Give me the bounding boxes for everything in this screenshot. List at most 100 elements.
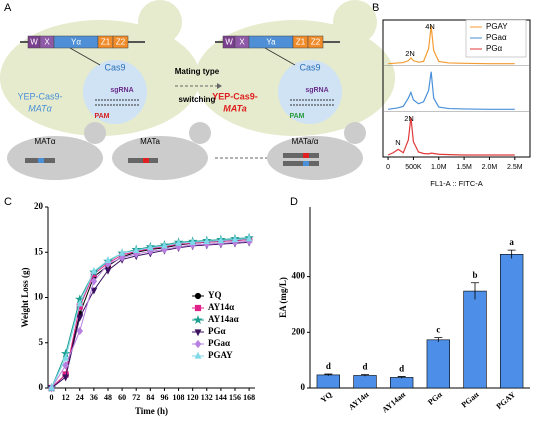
- marker: [194, 339, 202, 349]
- gene-label: Yα: [71, 38, 81, 47]
- diagram: Cas9 sgRNA PAM YEP-Cas9- MATα Cas9 sgRNA…: [0, 0, 395, 180]
- bar: [426, 339, 451, 389]
- bud: [84, 122, 106, 144]
- marker: [146, 243, 154, 251]
- arrow-label: Mating type: [175, 67, 220, 76]
- cas9-label: Cas9: [104, 62, 125, 72]
- sgrna-label: sgRNA: [110, 87, 133, 94]
- marker: [161, 241, 168, 249]
- series-line: [388, 25, 515, 65]
- marker: [203, 237, 211, 244]
- connector: [69, 47, 101, 66]
- bud: [189, 122, 211, 144]
- cell: [112, 136, 208, 180]
- gene-label: Ya: [266, 38, 276, 47]
- legend-label: PGaα: [486, 33, 507, 42]
- marker: [194, 292, 202, 300]
- legend-label: YQ: [208, 290, 222, 300]
- peak-label: 4N: [425, 22, 435, 31]
- gene-label: W: [225, 38, 233, 47]
- legend-label: PGAY: [486, 22, 508, 31]
- chromosome: [283, 161, 319, 166]
- marker: [118, 248, 126, 256]
- x-tick-label: 12: [62, 393, 70, 402]
- plasmid: [278, 60, 342, 124]
- marker: [62, 374, 70, 382]
- bud: [138, 0, 182, 44]
- gene-label: W: [30, 38, 38, 47]
- error-bar: [507, 249, 516, 259]
- legend-label: AY14aα: [208, 314, 239, 324]
- x-tick-label: YQ: [319, 390, 334, 405]
- x-tick-label: 168: [243, 393, 255, 402]
- x-tick-label: 144: [215, 393, 227, 402]
- x-tick-label: PGaα: [460, 390, 481, 410]
- x-tick-label: 0: [50, 393, 54, 402]
- series-line: [387, 117, 515, 156]
- x-axis-title: FL1-A :: FITC-A: [430, 179, 483, 188]
- locus: [143, 158, 149, 163]
- plasmid-target: MATα: [28, 103, 52, 113]
- marker: [194, 329, 202, 337]
- peak-label: N: [395, 138, 400, 147]
- x-tick-label: 48: [104, 393, 112, 402]
- y-tick-label: 200: [292, 326, 306, 336]
- x-tick-label: 84: [146, 393, 154, 402]
- legend-label: PGα: [208, 326, 226, 336]
- x-tick-label: 36: [90, 393, 98, 402]
- gene-label: Z2: [116, 38, 126, 47]
- sgrna-label: sgRNA: [305, 87, 328, 94]
- error-bar: [471, 282, 479, 300]
- plasmid-target: MATa: [223, 103, 247, 113]
- pam-label: PAM: [289, 113, 304, 120]
- panel-label: B: [372, 2, 379, 14]
- x-tick-label: 96: [160, 393, 168, 402]
- marker: [90, 287, 98, 295]
- x-tick-label: 120: [187, 393, 199, 402]
- plasmid: [83, 60, 147, 124]
- marker: [217, 236, 225, 244]
- y-tick-label: 0: [301, 382, 306, 392]
- marker: [90, 267, 98, 274]
- gene-label: X: [239, 38, 245, 47]
- x-tick-label: 132: [201, 393, 213, 402]
- marker: [62, 353, 70, 361]
- y-tick-label: 5: [39, 337, 44, 347]
- error-bar: [397, 376, 406, 379]
- x-tick-label: PGα: [426, 390, 444, 407]
- plasmid-label: YEP-Cas9-: [212, 91, 258, 101]
- marker: [132, 246, 140, 254]
- connector: [264, 47, 296, 66]
- significance-label: c: [436, 325, 440, 335]
- gene-label: Z1: [296, 38, 306, 47]
- frame: [382, 19, 531, 158]
- legend-label: PGAY: [208, 350, 233, 360]
- legend-label: PGα: [486, 44, 503, 53]
- x-tick-label: PGAY: [495, 390, 518, 411]
- bar: [463, 290, 487, 389]
- significance-label: d: [326, 361, 331, 371]
- marker: [231, 235, 239, 243]
- x-tick-label: 24: [76, 393, 84, 402]
- locus: [303, 153, 309, 158]
- x-tick-label: AY14aα: [380, 390, 407, 415]
- x-tick-label: 72: [132, 393, 140, 402]
- peak-label: 2N: [404, 114, 414, 123]
- marker: [62, 361, 69, 370]
- gene-label: X: [44, 38, 50, 47]
- x-tick-label: 1.5M: [456, 164, 472, 171]
- cell-label: MATα: [35, 137, 56, 146]
- bar: [499, 254, 524, 389]
- arrow-head: [217, 83, 222, 89]
- y-axis-title: Weight Loss (g): [20, 267, 30, 327]
- y-axis-title: EA (mg/L): [278, 277, 288, 318]
- pam-label: PAM: [94, 113, 109, 120]
- locus: [38, 158, 44, 163]
- y-tick-label: 20: [34, 201, 44, 211]
- error-bar: [324, 373, 333, 376]
- marker: [245, 234, 253, 242]
- error-bar: [361, 374, 369, 377]
- bar: [353, 375, 377, 389]
- bud: [344, 122, 366, 144]
